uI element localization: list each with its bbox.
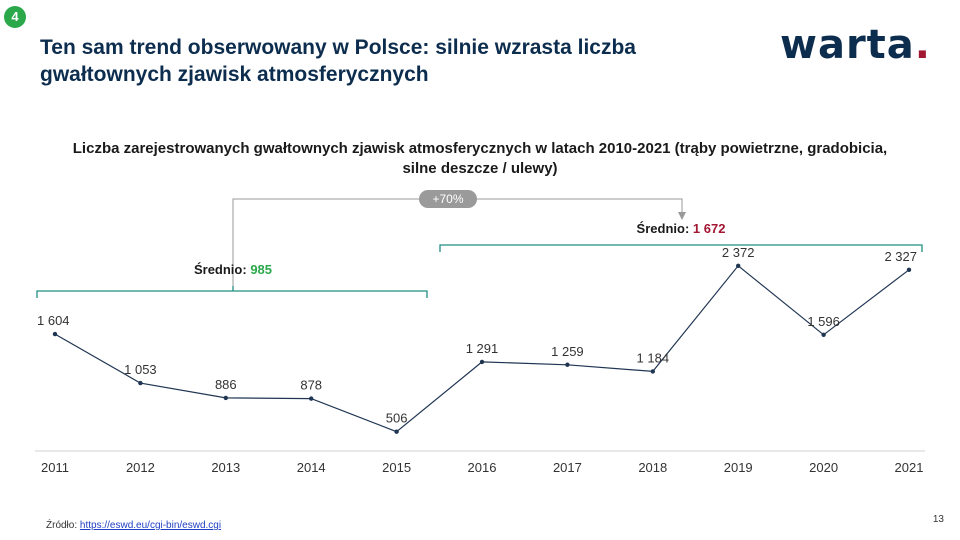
data-label-2017: 1 259	[551, 344, 584, 359]
data-point-2020	[821, 332, 826, 337]
source-label: Źródło:	[46, 520, 78, 531]
x-tick-2013: 2013	[211, 460, 240, 475]
x-tick-2011: 2011	[41, 460, 69, 475]
data-label-2021: 2 327	[884, 249, 917, 264]
data-label-2018: 1 184	[637, 350, 670, 365]
x-tick-2016: 2016	[468, 460, 497, 475]
average-label-2: Średnio: 1 672	[637, 221, 726, 236]
page-number: 13	[932, 514, 944, 525]
logo-dot: .	[914, 22, 931, 68]
page-title: Ten sam trend obserwowany w Polsce: siln…	[40, 36, 636, 86]
data-label-2013: 886	[215, 377, 237, 392]
logo-text: warta	[780, 22, 915, 68]
data-point-2011	[52, 331, 58, 337]
data-label-2016: 1 291	[466, 341, 499, 356]
slide-number-badge: 4	[4, 6, 26, 28]
data-label-2014: 878	[300, 378, 322, 393]
warta-logo: warta.	[780, 20, 931, 70]
average-caption-2: Średnio:	[637, 221, 690, 236]
data-point-2018	[650, 369, 655, 374]
x-tick-2018: 2018	[638, 460, 667, 475]
data-label-2019: 2 372	[722, 245, 755, 260]
data-label-2015: 506	[386, 411, 408, 426]
data-label-2012: 1 053	[124, 362, 157, 377]
data-point-2019	[736, 263, 741, 269]
change-label: +70%	[432, 192, 463, 206]
average-caption-1: Średnio:	[194, 262, 247, 277]
x-tick-2017: 2017	[553, 460, 582, 475]
change-pill	[419, 190, 477, 208]
x-tick-2014: 2014	[297, 460, 326, 475]
data-label-2020: 1 596	[807, 314, 840, 329]
source-note: Źródło: https://eswd.eu/cgi-bin/eswd.cgi	[46, 520, 221, 531]
source-link[interactable]: https://eswd.eu/cgi-bin/eswd.cgi	[79, 520, 222, 531]
data-point-2013	[223, 395, 228, 401]
x-tick-2012: 2012	[126, 460, 155, 475]
data-point-2012	[138, 380, 143, 386]
average-bracket-2011-2015	[36, 286, 428, 298]
average-value-2: 1 672	[693, 221, 726, 236]
data-point-2014	[309, 396, 314, 401]
x-tick-2020: 2020	[809, 460, 838, 475]
change-arrow-head	[678, 212, 686, 220]
data-point-2021	[906, 267, 912, 273]
data-label-2011: 1 604	[37, 313, 70, 328]
x-tick-2015: 2015	[382, 460, 411, 475]
data-labels: 1 604 1 053 886 878 506 1 291 1 259 1 184 2 372 1…	[37, 245, 917, 434]
x-tick-2019: 2019	[724, 460, 753, 475]
average-bracket-2016-2021	[439, 244, 923, 252]
data-point-2017	[565, 362, 570, 367]
x-axis-ticks: 2011 2012 2013 2014 2015 2016 2017 2018 2019 2020…	[41, 460, 923, 475]
x-tick-2021: 2021	[895, 460, 924, 475]
data-point-2015	[394, 429, 399, 434]
average-label-1: Średnio: 985	[194, 262, 272, 277]
average-value-1: 985	[250, 262, 272, 277]
chart-title: Liczba zarejestrowanych gwałtownych zjaw…	[72, 140, 888, 177]
change-arrow-line	[232, 198, 683, 288]
data-point-2016	[479, 359, 485, 365]
